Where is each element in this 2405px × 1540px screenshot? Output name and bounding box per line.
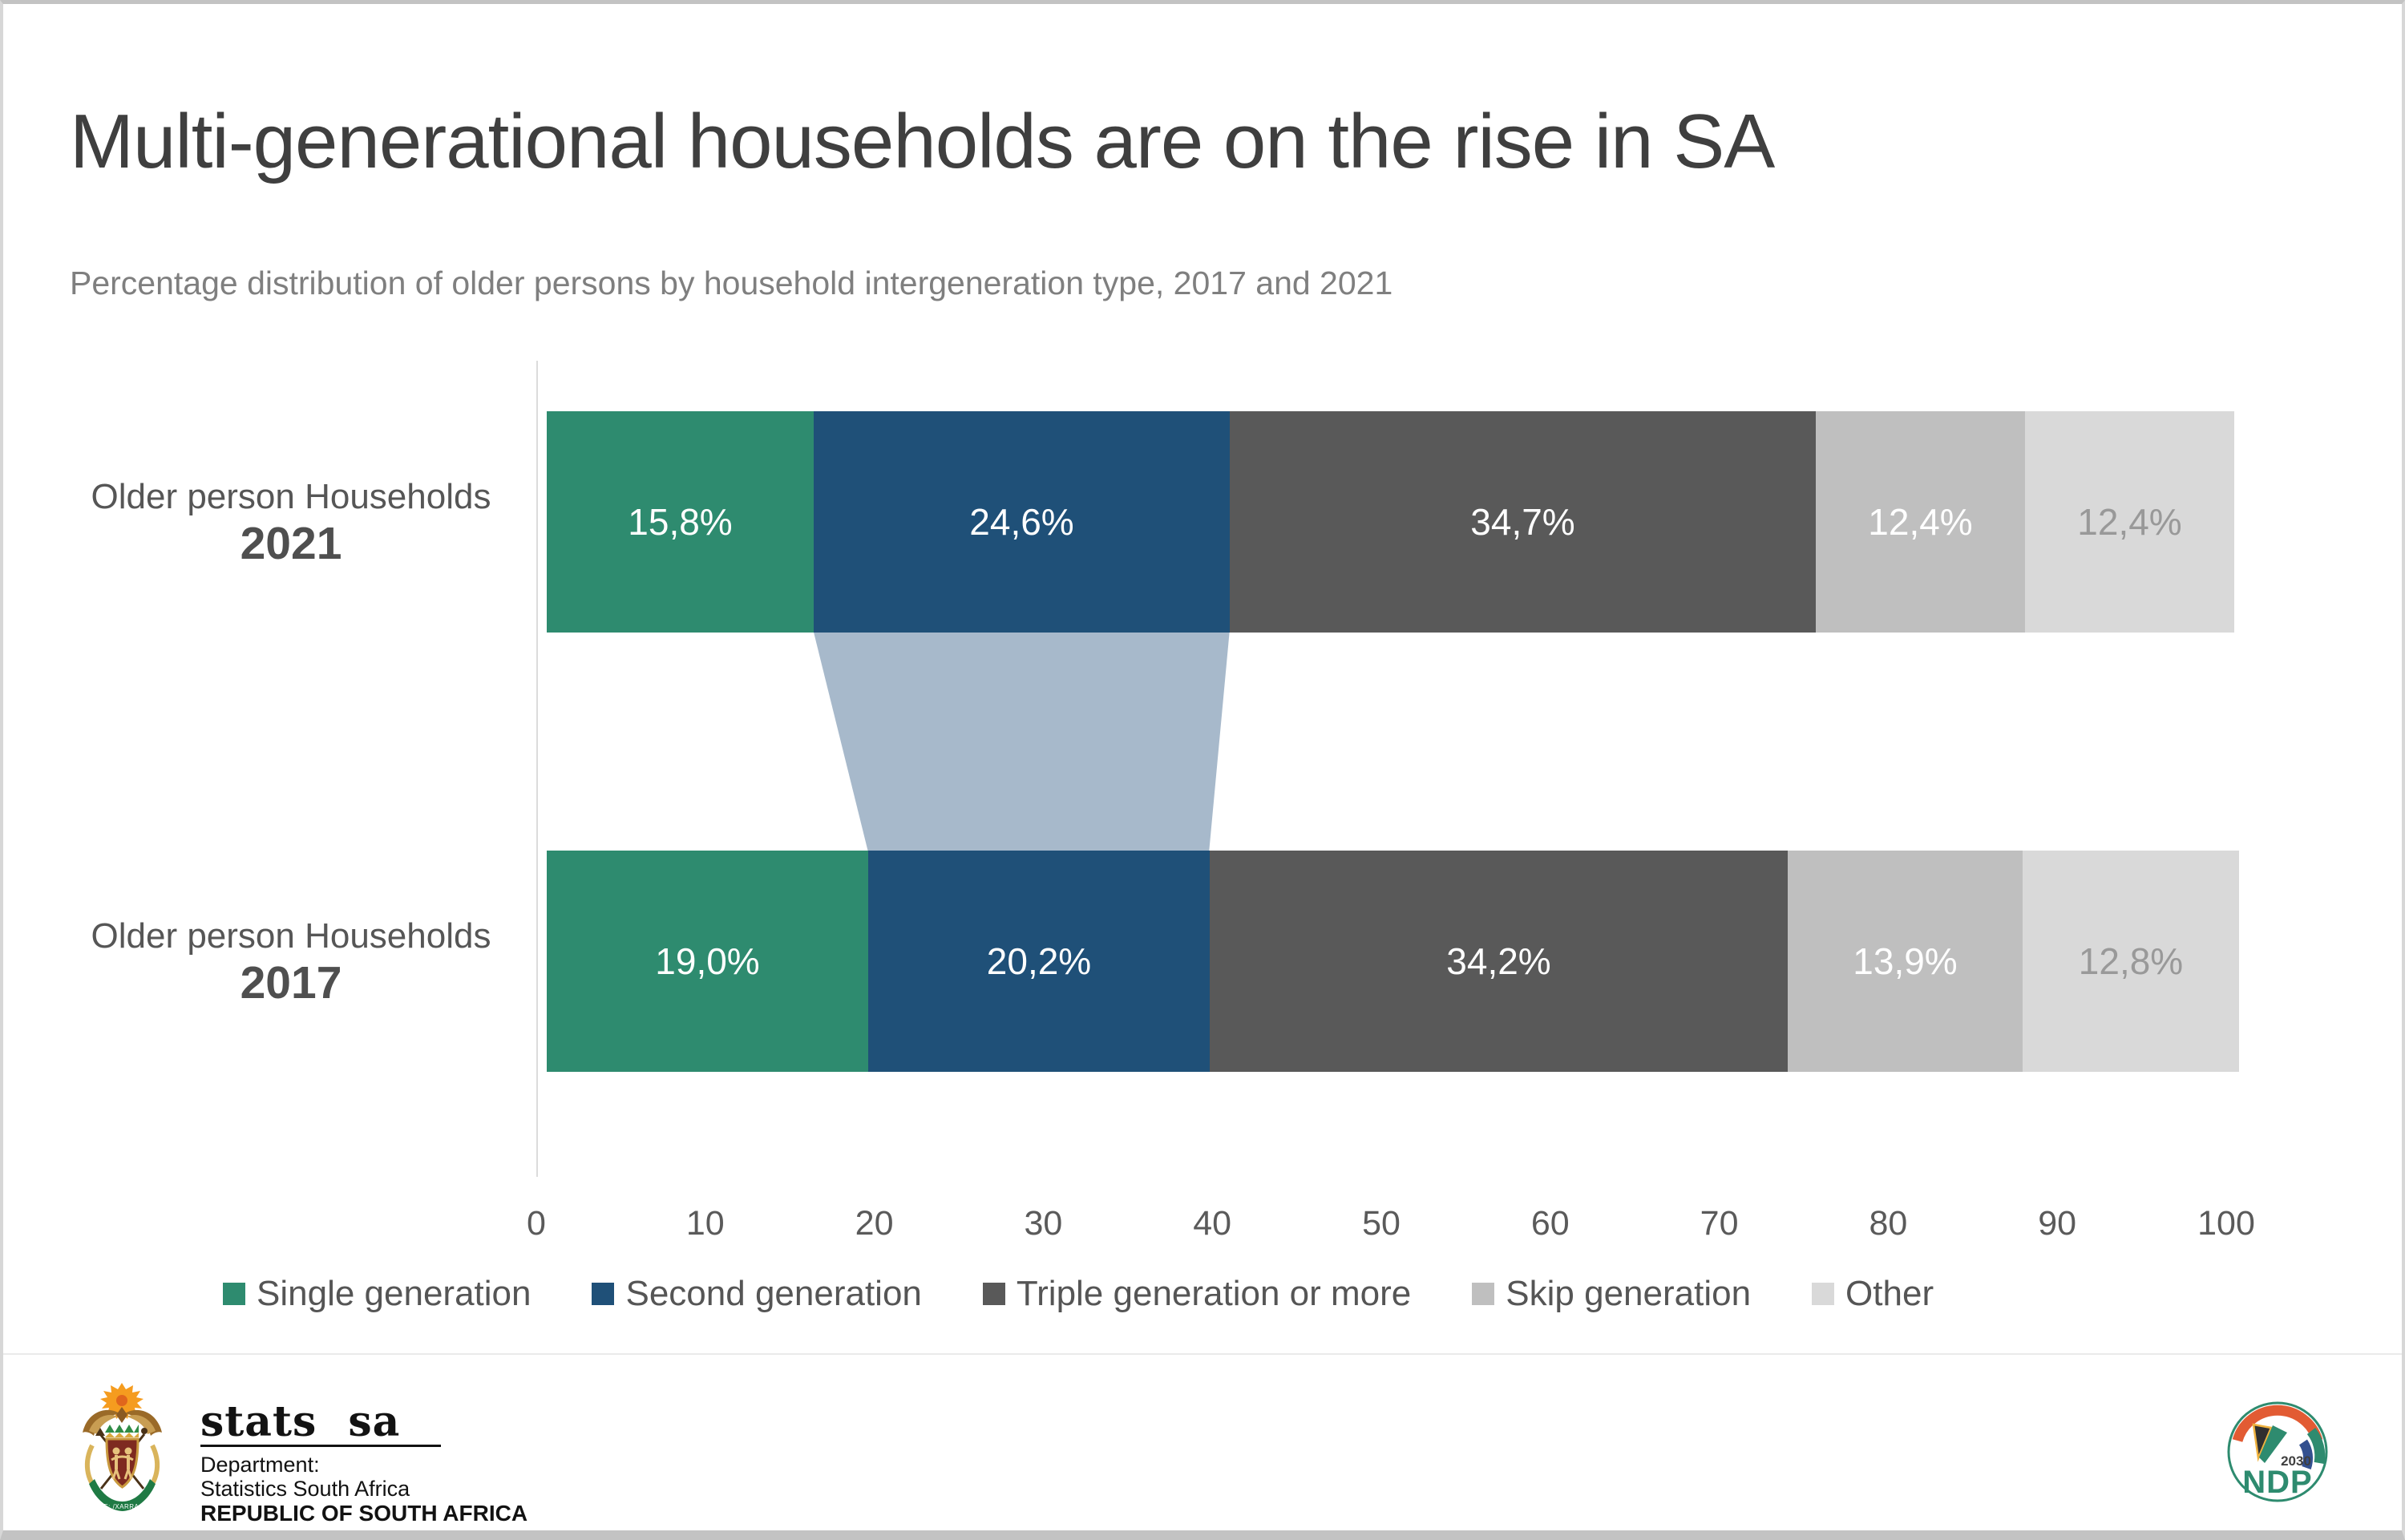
bar-row-2017: 19,0% 20,2% 34,2% 13,9% 12,8% — [547, 851, 2239, 1072]
bar-value-label: 12,4% — [1868, 501, 1973, 543]
legend-label: Single generation — [257, 1274, 532, 1313]
bar-value-label: 19,0% — [655, 940, 760, 982]
category-label-text: Older person Households — [91, 916, 491, 956]
legend-label: Second generation — [625, 1274, 922, 1313]
legend-item: Single generation — [223, 1274, 531, 1314]
x-axis-tick-label: 30 — [1024, 1204, 1063, 1243]
bar-value-label: 20,2% — [986, 940, 1092, 982]
connector-band — [814, 633, 1230, 851]
category-label-year: 2021 — [240, 518, 342, 569]
department-line: Department: — [200, 1453, 320, 1477]
bar-segment: 13,9% — [1788, 851, 2023, 1072]
stats-sa-wordmark: stats sa — [200, 1397, 401, 1446]
legend-item: Other — [1812, 1274, 1934, 1314]
x-axis-tick-label: 60 — [1530, 1204, 1570, 1243]
legend-swatch — [1472, 1283, 1495, 1305]
bar-segment: 20,2% — [868, 851, 1210, 1072]
bar-segment: 12,4% — [2025, 411, 2234, 633]
legend-item: Second generation — [592, 1274, 922, 1314]
footer-divider — [0, 1353, 2405, 1355]
stats-sa-underline — [200, 1445, 441, 1447]
legend: Single generation Second generation Triple… — [223, 1274, 1934, 1314]
x-axis-tick-label: 10 — [685, 1204, 725, 1243]
x-axis-tick-label: 70 — [1700, 1204, 1739, 1243]
sa-coat-of-arms-logo: IKE E: /XARRA //KE — [76, 1381, 168, 1523]
bar-row-2021: 15,8% 24,6% 34,7% 12,4% 12,4% — [547, 411, 2234, 633]
department-name: Statistics South Africa — [200, 1477, 410, 1501]
x-axis-tick-label: 0 — [527, 1204, 546, 1243]
bar-segment: 24,6% — [814, 411, 1230, 633]
coat-of-arms-motto: IKE E: /XARRA //KE — [90, 1503, 155, 1510]
bar-segment: 15,8% — [547, 411, 814, 633]
legend-item: Triple generation or more — [982, 1274, 1412, 1314]
category-label-2021: Older person Households 2021 — [42, 475, 540, 568]
ndp-2030-logo: 2030 NDP — [2226, 1401, 2329, 1507]
legend-label: Other — [1845, 1274, 1934, 1313]
x-axis-tick-label: 90 — [2038, 1204, 2077, 1243]
x-axis-tick-label: 20 — [855, 1204, 894, 1243]
coat-of-arms-icon: IKE E: /XARRA //KE — [83, 1383, 162, 1511]
bar-segment: 19,0% — [547, 851, 868, 1072]
ndp-year-label: 2030 — [2281, 1453, 2311, 1469]
category-label-text: Older person Households — [91, 477, 491, 516]
country-name: REPUBLIC OF SOUTH AFRICA — [200, 1501, 528, 1526]
legend-swatch — [223, 1283, 245, 1305]
x-axis-tick-label: 80 — [1869, 1204, 1908, 1243]
legend-item: Skip generation — [1472, 1274, 1751, 1314]
bar-value-label: 12,8% — [2078, 940, 2184, 982]
ndp-wordmark: NDP — [2242, 1465, 2312, 1500]
bar-value-label: 24,6% — [969, 501, 1074, 543]
bar-segment: 12,8% — [2023, 851, 2239, 1072]
bar-value-label: 15,8% — [628, 501, 733, 543]
x-axis-tick-label: 40 — [1193, 1204, 1232, 1243]
legend-label: Triple generation or more — [1016, 1274, 1412, 1313]
legend-swatch — [1812, 1283, 1835, 1305]
bar-segment: 12,4% — [1816, 411, 2025, 633]
bar-value-label: 13,9% — [1853, 940, 1958, 982]
bar-segment: 34,2% — [1210, 851, 1788, 1072]
legend-label: Skip generation — [1506, 1274, 1752, 1313]
x-axis-tick-label: 100 — [2197, 1204, 2255, 1243]
ndp-logo-icon: 2030 NDP — [2227, 1401, 2328, 1502]
bar-segment: 34,7% — [1230, 411, 1816, 633]
chart-title: Multi-generational households are on the… — [70, 99, 1775, 184]
chart-subtitle: Percentage distribution of older persons… — [70, 265, 1393, 301]
legend-swatch — [982, 1283, 1005, 1305]
x-axis-tick-label: 50 — [1362, 1204, 1401, 1243]
bar-value-label: 12,4% — [2077, 501, 2182, 543]
bar-value-label: 34,7% — [1470, 501, 1575, 543]
bar-value-label: 34,2% — [1446, 940, 1551, 982]
y-axis-line — [536, 361, 538, 1177]
stats-sa-department-block: Department: Statistics South Africa REPU… — [200, 1453, 527, 1526]
category-label-year: 2017 — [240, 957, 342, 1008]
category-label-2017: Older person Households 2017 — [42, 915, 540, 1008]
legend-swatch — [592, 1283, 615, 1305]
